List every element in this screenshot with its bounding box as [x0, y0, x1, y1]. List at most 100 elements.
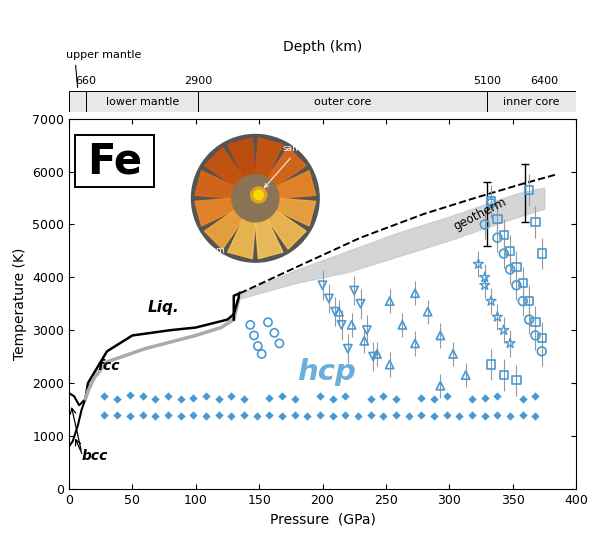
Text: 2900: 2900 — [184, 76, 212, 86]
Point — [512, 262, 521, 271]
Point — [163, 392, 173, 401]
Point — [188, 394, 198, 402]
Point — [226, 411, 236, 420]
Point — [429, 395, 439, 403]
Point — [188, 410, 198, 419]
Bar — [487, 91, 576, 112]
Point — [442, 410, 452, 419]
Point — [480, 273, 490, 282]
Point — [499, 249, 509, 258]
Text: lower mantle: lower mantle — [106, 97, 179, 106]
Point — [151, 411, 160, 420]
Point — [359, 336, 369, 345]
Point — [518, 278, 527, 287]
Point — [524, 297, 534, 306]
Y-axis label: Temperature (K): Temperature (K) — [13, 247, 26, 360]
Point — [512, 281, 521, 289]
Text: 5100: 5100 — [473, 76, 501, 86]
Point — [455, 411, 464, 420]
Text: upper mantle: upper mantle — [67, 50, 142, 60]
Point — [391, 410, 401, 419]
Point — [257, 349, 266, 358]
Point — [263, 318, 273, 327]
Point — [265, 394, 274, 402]
Bar — [76, 134, 154, 187]
Bar — [69, 91, 86, 112]
Point — [505, 265, 515, 274]
Text: Fe: Fe — [87, 140, 142, 182]
Point — [493, 215, 502, 224]
Point — [404, 411, 413, 420]
Point — [239, 395, 249, 403]
Point — [436, 331, 445, 340]
Point — [214, 395, 223, 403]
Point — [493, 233, 502, 242]
Point — [163, 410, 173, 419]
Point — [467, 410, 477, 419]
Text: 6400: 6400 — [530, 76, 559, 86]
Point — [328, 395, 337, 403]
Point — [265, 410, 274, 419]
Point — [331, 307, 340, 316]
Bar — [198, 91, 487, 112]
Point — [277, 392, 287, 401]
Point — [239, 410, 249, 419]
Point — [530, 331, 540, 340]
Point — [473, 260, 483, 268]
Point — [353, 411, 363, 420]
Text: fcc: fcc — [97, 359, 119, 373]
Text: Liq.: Liq. — [148, 300, 179, 315]
Point — [277, 411, 287, 420]
Point — [343, 345, 353, 353]
Point — [379, 411, 388, 420]
Point — [436, 381, 445, 390]
Point — [368, 352, 378, 361]
Point — [398, 321, 407, 329]
Point — [324, 294, 334, 303]
Point — [269, 328, 279, 337]
Point — [505, 339, 515, 348]
Point — [524, 186, 534, 194]
Point — [410, 339, 420, 348]
Point — [391, 395, 401, 403]
Point — [486, 197, 496, 205]
Point — [226, 392, 236, 401]
Text: 660: 660 — [76, 76, 97, 86]
Point — [112, 410, 122, 419]
Point — [315, 392, 325, 401]
Point — [530, 218, 540, 226]
Point — [362, 326, 371, 334]
Point — [530, 392, 540, 401]
X-axis label: Pressure  (GPa): Pressure (GPa) — [269, 512, 376, 526]
Point — [423, 307, 433, 316]
Point — [328, 411, 337, 420]
Point — [518, 410, 527, 419]
Point — [448, 349, 458, 358]
Point — [530, 318, 540, 327]
Point — [493, 313, 502, 321]
Point — [372, 349, 382, 358]
Point — [385, 297, 394, 306]
Point — [275, 339, 284, 348]
Point — [416, 410, 426, 419]
Point — [341, 392, 350, 401]
Text: hcp: hcp — [297, 359, 356, 387]
Point — [499, 371, 509, 380]
Point — [442, 392, 452, 401]
Point — [480, 411, 490, 420]
Point — [138, 392, 148, 401]
Point — [524, 315, 534, 324]
Point — [302, 411, 312, 420]
Text: outer core: outer core — [314, 97, 371, 106]
Point — [201, 411, 211, 420]
Point — [125, 390, 134, 399]
Point — [385, 360, 394, 369]
Point — [486, 297, 496, 306]
Point — [537, 334, 547, 342]
Point — [486, 360, 496, 369]
Point — [480, 394, 490, 402]
Point — [537, 249, 547, 258]
Point — [112, 395, 122, 403]
Point — [429, 411, 439, 420]
Point — [125, 411, 134, 420]
